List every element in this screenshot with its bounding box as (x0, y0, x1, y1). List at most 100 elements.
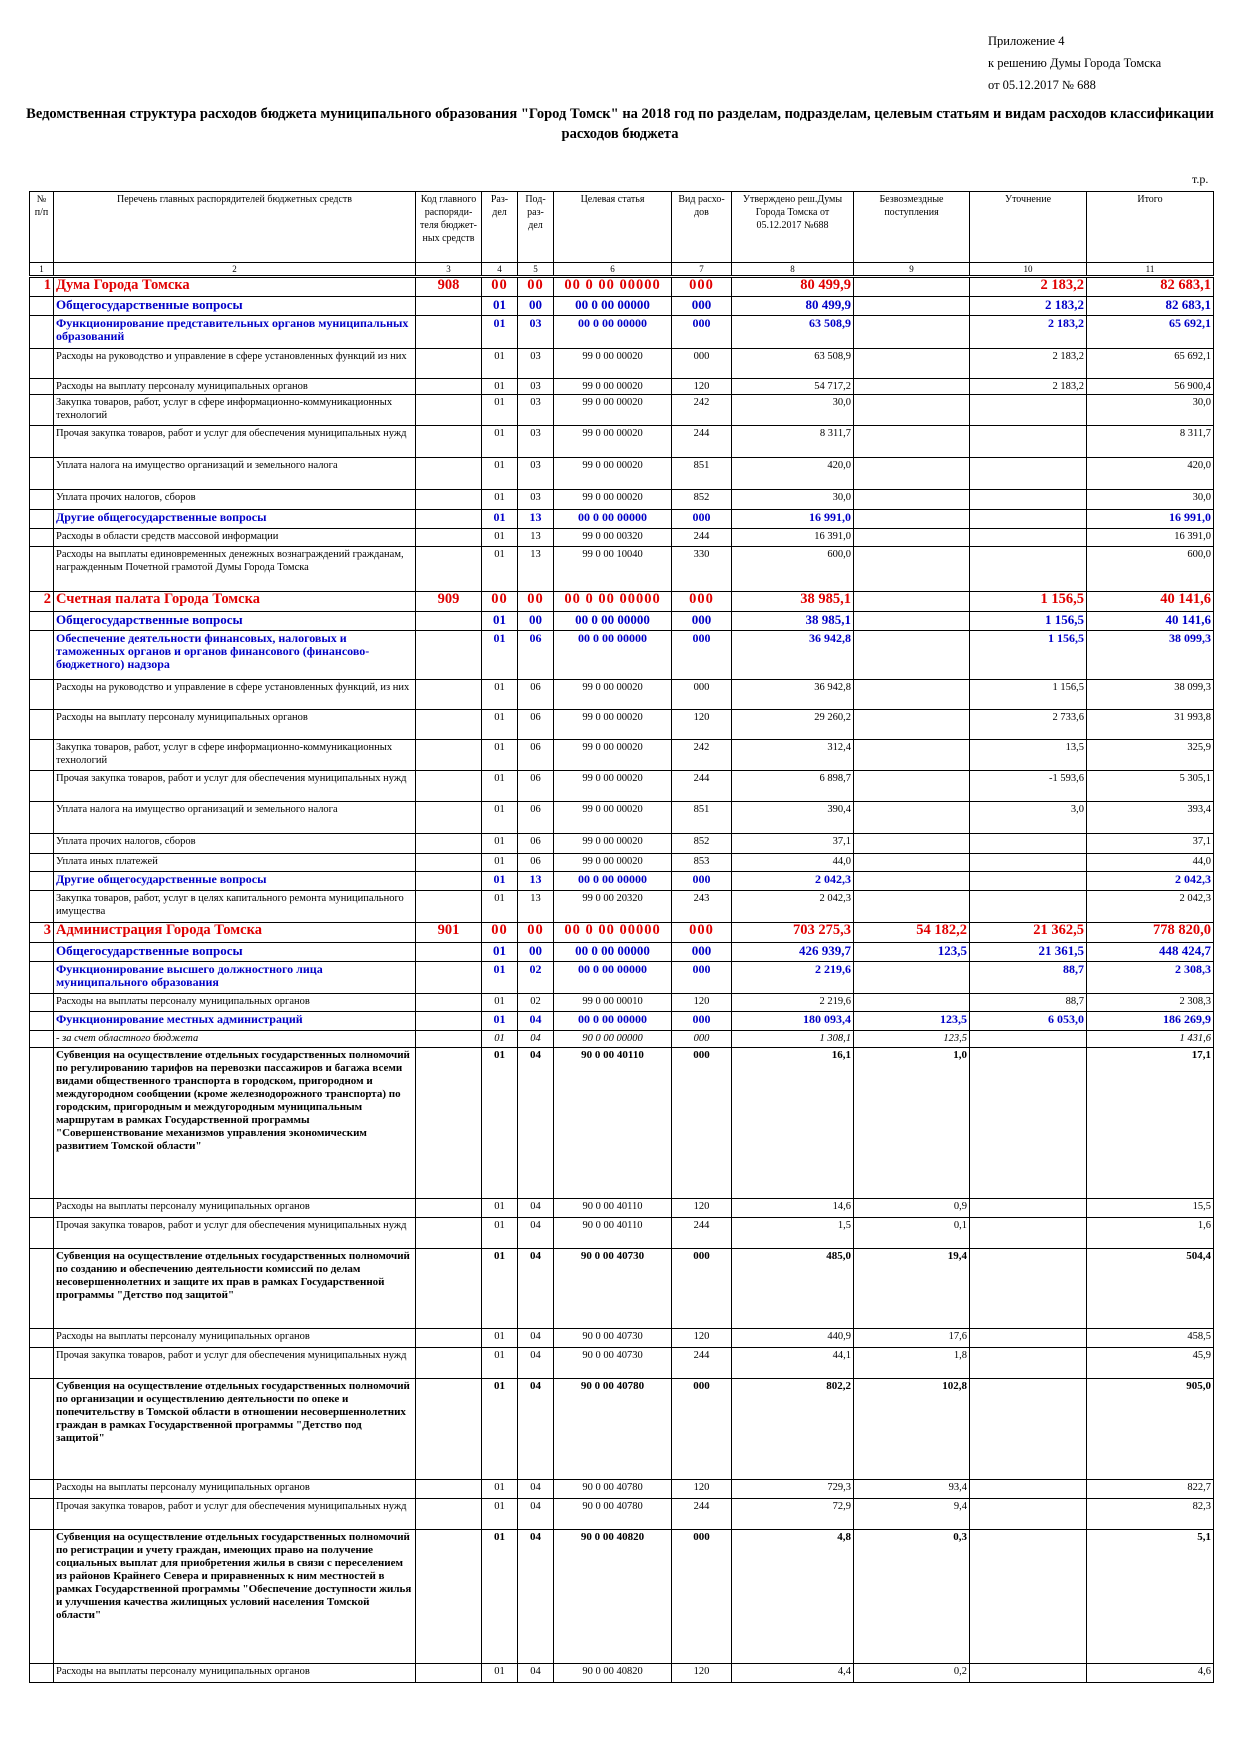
row-subsection: 13 (517, 890, 554, 923)
row-expense-type: 000 (671, 1529, 732, 1664)
row-approved: 8 311,7 (731, 425, 854, 458)
row-total: 15,5 (1086, 1198, 1214, 1218)
row-target-article: 90 0 00 40730 (553, 1248, 672, 1329)
table-row: Расходы на выплаты персоналу муниципальн… (29, 1663, 1214, 1683)
row-grants: 93,4 (853, 1479, 970, 1499)
row-section: 01 (481, 489, 518, 510)
row-code (415, 1248, 482, 1329)
row-name: Расходы на выплаты персоналу муниципальн… (53, 1479, 416, 1499)
row-code (415, 315, 482, 349)
row-code (415, 489, 482, 510)
document-title: Ведомственная структура расходов бюджета… (26, 106, 1214, 142)
row-code (415, 1479, 482, 1499)
row-target-article: 90 0 00 40780 (553, 1479, 672, 1499)
row-code (415, 1030, 482, 1048)
row-approved: 2 042,3 (731, 890, 854, 923)
row-adjustment (969, 1047, 1087, 1199)
row-name: Администрация Города Томска (53, 922, 416, 943)
row-name: Закупка товаров, работ, услуг в целях ка… (53, 890, 416, 923)
table-row: Уплата иных платежей 01 06 99 0 00 00020 853… (29, 853, 1214, 872)
row-total: 44,0 (1086, 853, 1214, 872)
row-number (29, 1198, 54, 1218)
row-section: 01 (481, 770, 518, 802)
row-approved: 14,6 (731, 1198, 854, 1218)
row-code (415, 378, 482, 395)
row-subsection: 06 (517, 630, 554, 680)
row-target-article: 00 0 00 00000 (553, 611, 672, 631)
row-approved: 4,8 (731, 1529, 854, 1664)
row-adjustment (969, 394, 1087, 426)
row-target-article: 90 0 00 40110 (553, 1217, 672, 1249)
row-target-article: 99 0 00 00020 (553, 679, 672, 710)
row-total: 186 269,9 (1086, 1011, 1214, 1031)
row-code (415, 296, 482, 316)
row-approved: 802,2 (731, 1378, 854, 1480)
row-number: 1 (29, 276, 54, 297)
row-total: 5,1 (1086, 1529, 1214, 1664)
col-number: 2 (53, 262, 416, 278)
row-subsection: 13 (517, 871, 554, 891)
row-grants: 102,8 (853, 1378, 970, 1480)
row-approved: 426 939,7 (731, 942, 854, 962)
row-expense-type: 851 (671, 457, 732, 490)
row-adjustment (969, 528, 1087, 547)
row-code (415, 709, 482, 740)
table-row: Другие общегосударственные вопросы 01 13 00… (29, 509, 1214, 529)
row-adjustment (969, 1198, 1087, 1218)
row-code (415, 348, 482, 379)
row-number (29, 489, 54, 510)
row-adjustment: 88,7 (969, 961, 1087, 994)
row-section: 00 (481, 922, 518, 943)
table-row: Расходы на руководство и управление в сф… (29, 348, 1214, 379)
row-section: 01 (481, 993, 518, 1012)
col-header-adjustment: Уточнение (969, 191, 1087, 263)
table-row: Прочая закупка товаров, работ и услуг дл… (29, 1498, 1214, 1530)
row-approved: 54 717,2 (731, 378, 854, 395)
row-target-article: 00 0 00 00000 (553, 922, 672, 943)
row-expense-type: 000 (671, 961, 732, 994)
col-number: 7 (671, 262, 732, 278)
table-row: Расходы на выплаты персоналу муниципальн… (29, 1328, 1214, 1348)
row-grants (853, 378, 970, 395)
row-adjustment: 1 156,5 (969, 611, 1087, 631)
table-row: Закупка товаров, работ, услуг в целях ка… (29, 890, 1214, 923)
row-name: Дума Города Томска (53, 276, 416, 297)
row-number (29, 1328, 54, 1348)
row-expense-type: 120 (671, 1479, 732, 1499)
row-number (29, 630, 54, 680)
row-section: 00 (481, 276, 518, 297)
row-section: 01 (481, 1248, 518, 1329)
row-approved: 16 991,0 (731, 509, 854, 529)
row-number (29, 1217, 54, 1249)
row-subsection: 13 (517, 528, 554, 547)
row-code (415, 546, 482, 592)
row-grants (853, 611, 970, 631)
row-number: 2 (29, 591, 54, 612)
row-grants (853, 509, 970, 529)
row-adjustment (969, 1248, 1087, 1329)
row-number (29, 457, 54, 490)
row-subsection: 04 (517, 1498, 554, 1530)
row-total: 65 692,1 (1086, 315, 1214, 349)
row-total: 2 308,3 (1086, 961, 1214, 994)
row-target-article: 99 0 00 00010 (553, 993, 672, 1012)
row-total: 40 141,6 (1086, 591, 1214, 612)
row-expense-type: 244 (671, 528, 732, 547)
row-name: Расходы на руководство и управление в сф… (53, 348, 416, 379)
row-name: Прочая закупка товаров, работ и услуг дл… (53, 1498, 416, 1530)
row-approved: 36 942,8 (731, 679, 854, 710)
table-row: Уплата налога на имущество организаций и… (29, 801, 1214, 834)
row-total: 40 141,6 (1086, 611, 1214, 631)
row-total: 82 683,1 (1086, 296, 1214, 316)
row-target-article: 90 0 00 40820 (553, 1529, 672, 1664)
row-section: 01 (481, 509, 518, 529)
row-adjustment: 6 053,0 (969, 1011, 1087, 1031)
row-name: Расходы на выплаты персоналу муниципальн… (53, 993, 416, 1012)
row-target-article: 00 0 00 00000 (553, 276, 672, 297)
row-adjustment (969, 871, 1087, 891)
row-adjustment (969, 1498, 1087, 1530)
row-subsection: 04 (517, 1030, 554, 1048)
row-total: 448 424,7 (1086, 942, 1214, 962)
row-adjustment: 1 156,5 (969, 679, 1087, 710)
row-grants (853, 770, 970, 802)
